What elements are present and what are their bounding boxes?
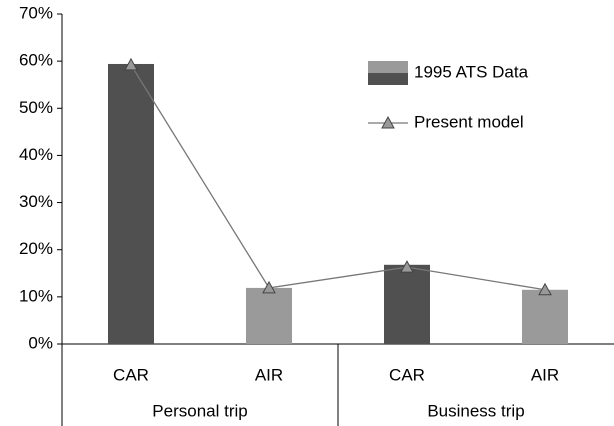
group-label: Personal trip bbox=[152, 401, 247, 420]
legend-swatch bbox=[368, 73, 408, 85]
y-tick-label: 50% bbox=[19, 98, 53, 117]
bar bbox=[384, 264, 430, 344]
marker bbox=[400, 260, 414, 273]
x-tick-label: CAR bbox=[389, 365, 425, 384]
legend-swatch bbox=[368, 61, 408, 73]
bar bbox=[246, 287, 292, 344]
x-tick-label: AIR bbox=[531, 365, 559, 384]
marker bbox=[538, 282, 552, 296]
y-tick-label: 10% bbox=[19, 286, 53, 305]
y-tick-label: 70% bbox=[19, 3, 53, 22]
y-tick-label: 20% bbox=[19, 239, 53, 258]
marker bbox=[262, 280, 276, 294]
y-tick-label: 30% bbox=[19, 192, 53, 211]
line bbox=[130, 64, 546, 291]
legend-marker bbox=[381, 115, 395, 129]
legend-label: 1995 ATS Data bbox=[414, 62, 529, 81]
bar bbox=[108, 63, 154, 344]
y-tick-label: 40% bbox=[19, 145, 53, 164]
marker bbox=[124, 57, 138, 71]
bar bbox=[522, 289, 568, 344]
y-tick-label: 60% bbox=[19, 51, 53, 70]
group-label: Business trip bbox=[427, 401, 524, 420]
x-tick-label: AIR bbox=[255, 365, 283, 384]
x-tick-label: CAR bbox=[113, 365, 149, 384]
legend-label: Present model bbox=[414, 112, 524, 131]
y-tick-label: 0% bbox=[28, 333, 53, 352]
